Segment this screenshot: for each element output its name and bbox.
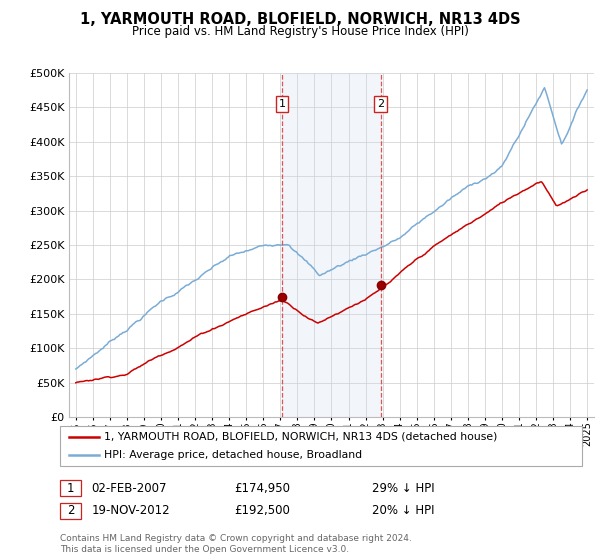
Text: HPI: Average price, detached house, Broadland: HPI: Average price, detached house, Broa…: [104, 450, 362, 460]
Text: 1, YARMOUTH ROAD, BLOFIELD, NORWICH, NR13 4DS (detached house): 1, YARMOUTH ROAD, BLOFIELD, NORWICH, NR1…: [104, 432, 497, 442]
Text: 02-FEB-2007: 02-FEB-2007: [91, 482, 167, 495]
Text: 1, YARMOUTH ROAD, BLOFIELD, NORWICH, NR13 4DS: 1, YARMOUTH ROAD, BLOFIELD, NORWICH, NR1…: [80, 12, 520, 27]
Text: £174,950: £174,950: [234, 482, 290, 495]
Text: Price paid vs. HM Land Registry's House Price Index (HPI): Price paid vs. HM Land Registry's House …: [131, 25, 469, 38]
Text: Contains HM Land Registry data © Crown copyright and database right 2024.
This d: Contains HM Land Registry data © Crown c…: [60, 534, 412, 554]
Text: 2: 2: [67, 504, 74, 517]
Text: 19-NOV-2012: 19-NOV-2012: [91, 504, 170, 517]
Text: 20% ↓ HPI: 20% ↓ HPI: [372, 504, 434, 517]
Text: 2: 2: [377, 99, 385, 109]
Bar: [282, 73, 381, 417]
Text: £192,500: £192,500: [234, 504, 290, 517]
Text: 1: 1: [278, 99, 286, 109]
Text: 1: 1: [67, 482, 74, 495]
Text: 29% ↓ HPI: 29% ↓ HPI: [372, 482, 434, 495]
